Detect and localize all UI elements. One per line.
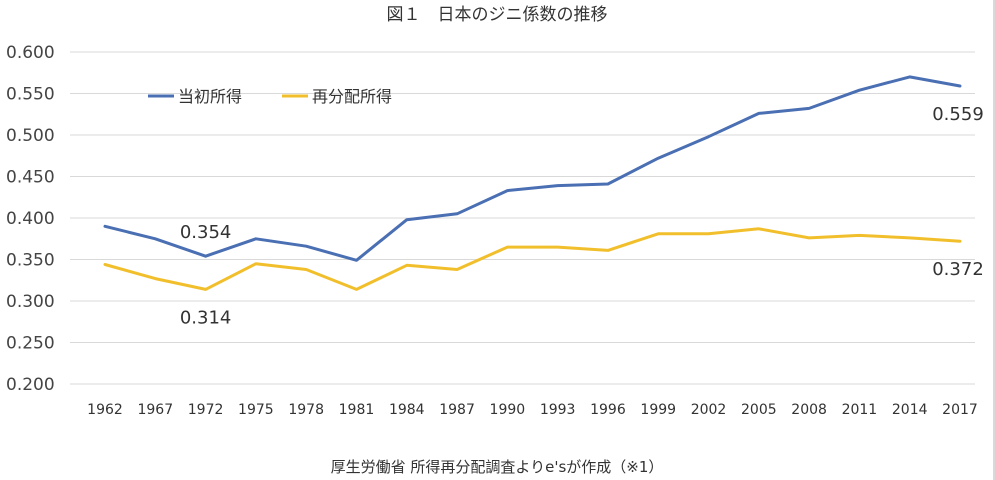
x-tick-label: 1984 (389, 402, 425, 418)
legend-label-2: 再分配所得 (312, 87, 392, 106)
x-tick-label: 2017 (942, 402, 978, 418)
y-tick-label: 0.550 (6, 85, 55, 105)
x-tick-label: 1962 (87, 402, 123, 418)
x-tick-label: 2008 (791, 402, 827, 418)
legend-label-1: 当初所得 (178, 87, 242, 106)
y-tick-label: 0.250 (6, 334, 55, 354)
x-tick-label: 1993 (540, 402, 576, 418)
series-line-2 (103, 227, 962, 291)
data-label: 0.354 (180, 222, 232, 243)
y-tick-label: 0.500 (6, 126, 55, 146)
y-tick-label: 0.450 (6, 168, 55, 188)
gridlines (70, 51, 975, 385)
frame-edge (993, 0, 995, 480)
x-tick-label: 2011 (842, 402, 878, 418)
y-tick-label: 0.300 (6, 292, 55, 312)
y-axis-ticks: 0.200 0.250 0.300 0.350 0.400 0.450 0.500 0.550… (6, 43, 55, 395)
x-tick-label: 2002 (691, 402, 727, 418)
y-tick-label: 0.200 (6, 375, 55, 395)
data-label: 0.314 (180, 307, 232, 328)
source-note: 厚生労働省 所得再分配調査よりe'sが作成（※1） (331, 458, 664, 476)
x-tick-label: 1967 (137, 402, 173, 418)
chart-title: 図１ 日本のジニ係数の推移 (387, 5, 608, 25)
legend: 当初所得 再分配所得 (148, 87, 392, 106)
x-tick-label: 1981 (339, 402, 375, 418)
x-tick-label: 1996 (590, 402, 626, 418)
x-tick-label: 1978 (288, 402, 324, 418)
x-tick-label: 1990 (490, 402, 526, 418)
data-label: 0.559 (932, 104, 984, 125)
x-tick-label: 2005 (741, 402, 777, 418)
y-tick-label: 0.400 (6, 209, 55, 229)
x-tick-label: 2014 (892, 402, 928, 418)
y-tick-label: 0.350 (6, 251, 55, 271)
x-axis-ticks: 1962 1967 1972 1975 1978 1981 1984 1987 1990 1993… (87, 402, 978, 418)
x-tick-label: 1999 (640, 402, 676, 418)
x-tick-label: 1987 (439, 402, 475, 418)
series-line-1 (103, 75, 962, 262)
data-labels: 0.354 0.314 0.559 0.372 (180, 104, 984, 328)
y-tick-label: 0.600 (6, 43, 55, 63)
data-label: 0.372 (932, 259, 984, 280)
x-tick-label: 1975 (238, 402, 274, 418)
series-lines (103, 75, 962, 291)
x-tick-label: 1972 (188, 402, 224, 418)
